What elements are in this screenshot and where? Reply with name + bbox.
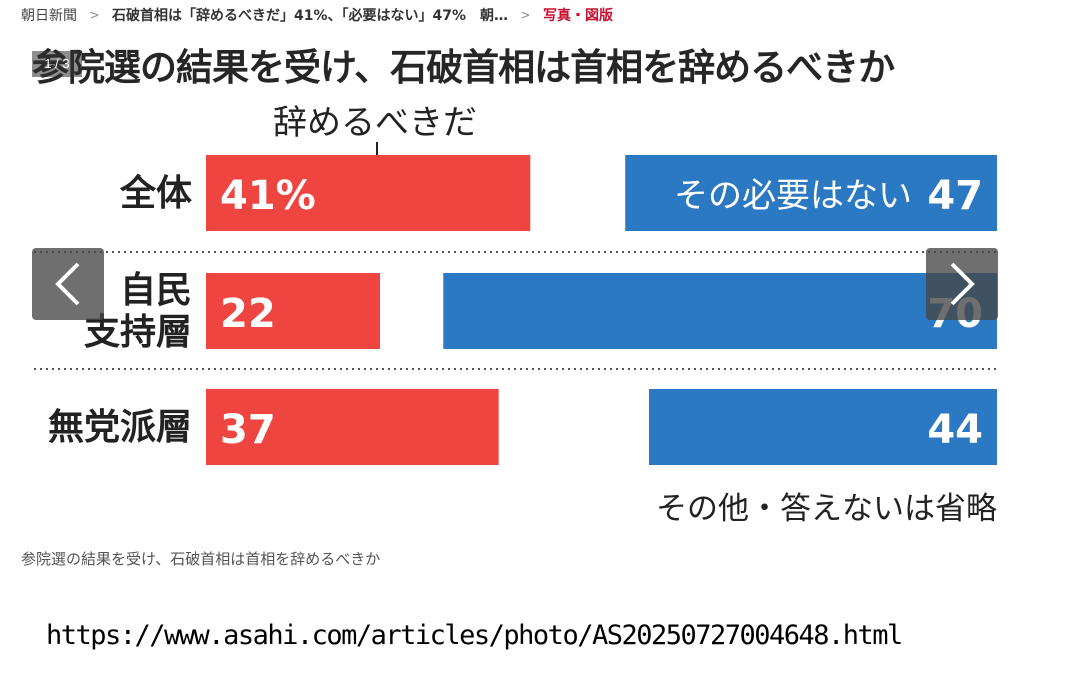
breadcrumb-separator: > [520,8,531,22]
chevron-left-icon [55,262,80,306]
bar-chart: 辞めるべきだ全体41%47その必要はない自民支持層2270無党派層3744その他… [34,103,997,527]
category-label: 無党派層 [48,407,192,448]
previous-image-button[interactable] [32,248,104,320]
bar-resign [206,273,381,349]
series-label-resign: 辞めるべきだ [273,103,477,143]
bar-not-necessary [443,273,997,349]
photo-caption: 参院選の結果を受け、石破首相は首相を辞めるべきか [21,550,381,568]
breadcrumb: 朝日新聞 > 石破首相は「辞めるべきだ」41%、「必要はない」47% 朝… > … [21,5,613,27]
chart-title: 参院選の結果を受け、石破首相は首相を辞めるべきか [32,46,895,89]
next-image-button[interactable] [926,248,998,320]
data-label-not-necessary: 44 [927,407,983,453]
bar-not-necessary [648,389,997,465]
chart-footnote: その他・答えないは省略 [656,491,997,527]
data-label-resign: 22 [220,291,276,337]
category-label: 全体 [119,172,192,214]
data-label-not-necessary: 47 [927,173,983,219]
breadcrumb-article-link[interactable]: 石破首相は「辞めるべきだ」41%、「必要はない」47% 朝… [111,8,508,24]
series-label-not-necessary: その必要はない [674,176,912,216]
data-label-resign: 41% [220,173,316,219]
breadcrumb-separator: > [89,8,100,22]
image-counter: 1 / 3 [32,51,82,77]
photo-figure: 参院選の結果を受け、石破首相は首相を辞めるべきか 1 / 3 辞めるべきだ全体 4… [20,32,1010,537]
source-url: https://www.asahi.com/articles/photo/AS2… [46,620,903,651]
breadcrumb-home-link[interactable]: 朝日新聞 [21,8,77,24]
category-label: 自民支持層 [84,270,192,353]
data-label-resign: 37 [220,407,276,453]
chevron-right-icon [950,262,975,306]
breadcrumb-current: 写真・図版 [542,8,613,24]
bar-resign [206,389,499,465]
bar-not-necessary [625,155,997,231]
bar-resign [206,155,531,231]
